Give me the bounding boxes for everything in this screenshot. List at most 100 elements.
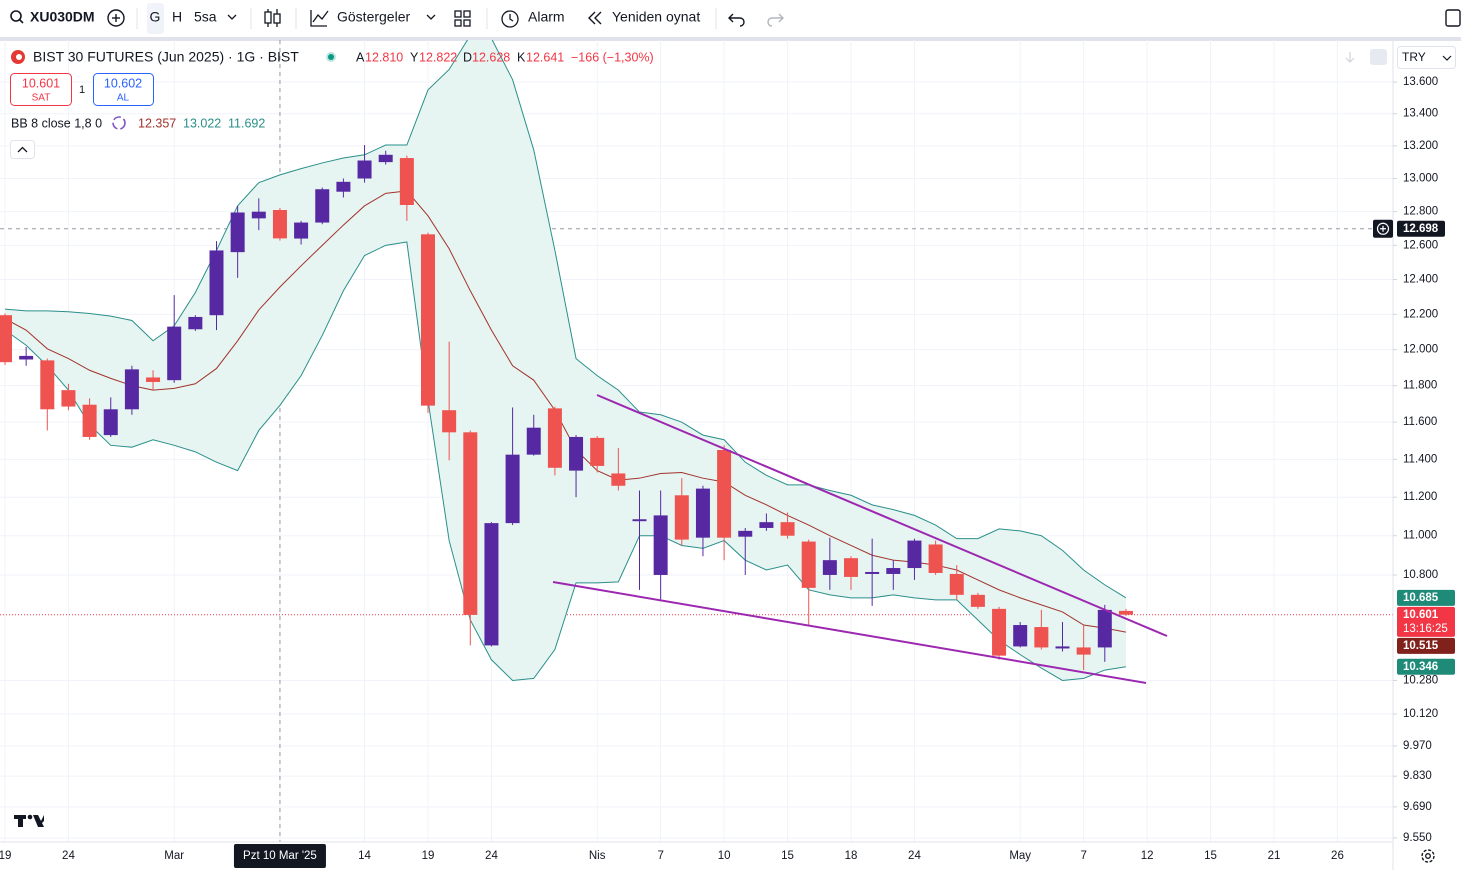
candle-icon xyxy=(264,11,272,24)
indicator-values: 12.357 13.022 11.692 xyxy=(138,116,265,130)
ohlc-key: K xyxy=(517,50,526,64)
alarm-label: Alarm xyxy=(528,9,565,25)
sell-price: 10.601 xyxy=(22,76,60,90)
y-tick-label: 12.200 xyxy=(1403,308,1438,320)
y-tick-label: 10.280 xyxy=(1403,674,1438,686)
candle-body xyxy=(103,409,118,436)
scroll-button[interactable] xyxy=(1345,52,1355,63)
x-tick-label: 7 xyxy=(1080,850,1086,862)
trend-line[interactable] xyxy=(596,394,1168,637)
x-tick-label: 18 xyxy=(845,850,858,862)
trend-line[interactable] xyxy=(552,581,1147,684)
y-tick-label: 12.000 xyxy=(1403,344,1438,356)
candle-body xyxy=(738,530,753,537)
candle-body xyxy=(484,523,499,646)
candle-body xyxy=(844,558,858,577)
undo-button[interactable] xyxy=(728,13,745,27)
sell-label: SAT xyxy=(32,93,51,104)
y-tick-label: 10.120 xyxy=(1403,708,1438,720)
interval-button[interactable]: 5sa xyxy=(194,9,217,25)
settings-button[interactable] xyxy=(1421,849,1435,863)
x-tick-label: May xyxy=(1009,850,1031,862)
fullscreen-button[interactable] xyxy=(1445,9,1461,27)
gear-icon xyxy=(1421,849,1435,863)
logo-part xyxy=(18,815,23,827)
y-tick-label: 11.800 xyxy=(1403,380,1437,392)
x-tick-label: 15 xyxy=(1204,850,1217,862)
candle-body xyxy=(505,454,520,524)
y-tick-label: 9.830 xyxy=(1403,770,1432,782)
candle-body xyxy=(336,181,351,192)
layouts-button[interactable] xyxy=(454,10,471,27)
logo xyxy=(14,814,44,827)
currency-button[interactable] xyxy=(1397,46,1456,69)
collapse-button[interactable] xyxy=(10,140,35,159)
candle-body xyxy=(674,495,689,540)
candle-body xyxy=(82,404,97,437)
indicator-value: 12.357 xyxy=(138,116,176,130)
price-label: 10.346 xyxy=(1403,661,1438,673)
candle-body xyxy=(653,515,668,575)
search-icon xyxy=(18,18,24,24)
x-tick-label: 24 xyxy=(62,850,75,862)
candle-body xyxy=(547,408,562,468)
indicators-button[interactable]: Göstergeler xyxy=(310,9,410,27)
currency: TRY xyxy=(1402,50,1426,64)
compare-button[interactable] xyxy=(107,9,125,27)
grid-icon xyxy=(463,19,471,27)
y-tick-label: 12.400 xyxy=(1403,274,1438,286)
grid-icon xyxy=(454,19,462,27)
y-tick-label: 9.970 xyxy=(1403,740,1432,752)
y-tick-label: 13.200 xyxy=(1403,140,1438,152)
auto-scale-button[interactable] xyxy=(1370,49,1387,65)
candle-body xyxy=(1118,610,1133,615)
chart-type-button[interactable] xyxy=(264,9,281,27)
candle-body xyxy=(1097,609,1112,648)
redo-button[interactable] xyxy=(767,13,784,27)
buy-button[interactable]: 10.602 AL xyxy=(93,73,154,106)
indicator-icon xyxy=(310,10,327,27)
indicators-label: Göstergeler xyxy=(337,9,410,25)
chart-title: BIST 30 FUTURES (Jun 2025) · 1G · BIST xyxy=(33,49,299,65)
indicator-value: 13.022 xyxy=(183,116,221,130)
candle-body xyxy=(251,211,266,219)
candle-body xyxy=(886,568,901,574)
candle-body xyxy=(569,436,584,471)
y-tick-label: 10.800 xyxy=(1403,569,1438,581)
candle-body xyxy=(315,189,330,223)
x-tick-label: 7 xyxy=(657,850,663,862)
ohlc-key: Y xyxy=(410,50,419,64)
buy-box xyxy=(93,73,154,106)
symbol-search[interactable]: XU030DM xyxy=(10,9,95,25)
candle-body xyxy=(146,377,161,382)
chevron[interactable] xyxy=(227,14,237,20)
candle-body xyxy=(463,432,478,615)
sell-button[interactable]: 10.601 SAT xyxy=(10,73,72,106)
candle-body xyxy=(1013,625,1028,647)
quantity[interactable]: 1 xyxy=(79,84,85,96)
candle-body xyxy=(1055,646,1070,649)
price-label: 10.685 xyxy=(1403,592,1439,604)
price-label: 10.601 xyxy=(1403,609,1439,621)
candle-body xyxy=(294,222,309,239)
logo-part xyxy=(33,815,44,827)
candle-icon xyxy=(273,13,281,24)
x-tick-label: 19 xyxy=(422,850,435,862)
y-tick-label: 12.800 xyxy=(1403,206,1438,218)
alarm-button[interactable]: Alarm xyxy=(501,9,565,28)
replay-button[interactable]: Yeniden oynat xyxy=(588,9,700,25)
interval-button[interactable]: G xyxy=(150,9,161,25)
candle-body xyxy=(526,427,541,455)
x-tick-label: Mar xyxy=(164,850,184,862)
ohlc-value: 12.628 xyxy=(472,50,510,64)
y-tick-label: 11.000 xyxy=(1403,530,1437,542)
chevron[interactable] xyxy=(426,14,436,20)
price-label-bg xyxy=(1397,658,1455,675)
candle-body xyxy=(167,326,182,381)
x-tick-label: 14 xyxy=(358,850,371,862)
interval-button[interactable]: H xyxy=(172,9,182,25)
grid-icon xyxy=(454,10,462,18)
x-tick-label: 12 xyxy=(1141,850,1154,862)
candle-body xyxy=(124,369,139,410)
